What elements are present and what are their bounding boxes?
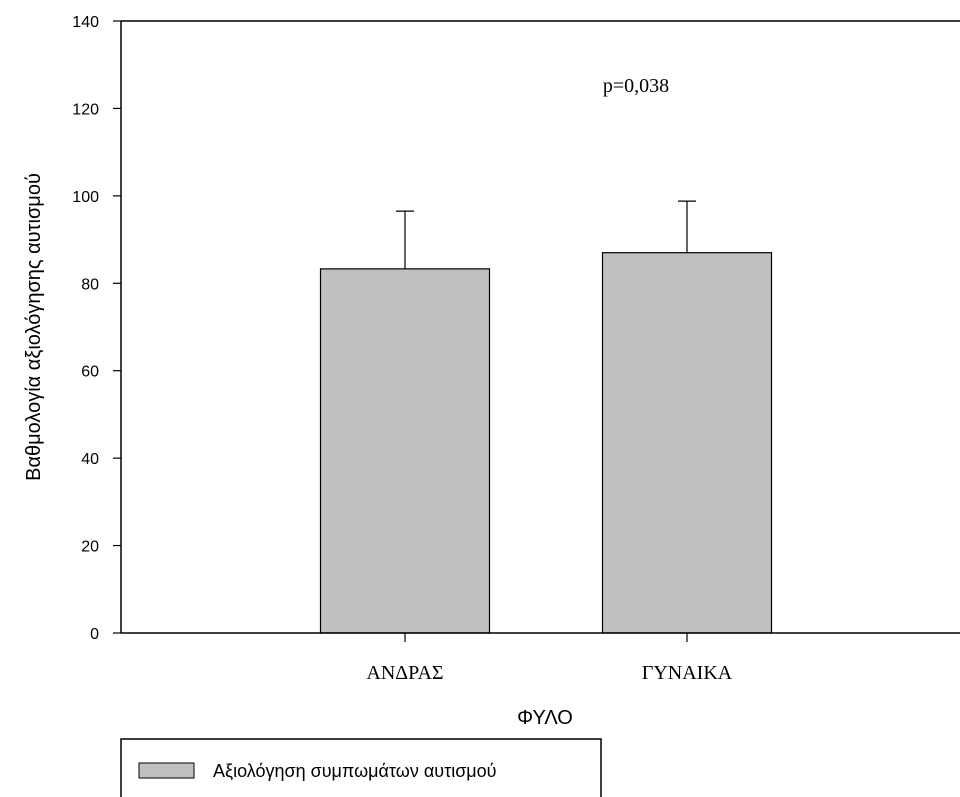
y-axis-ticks: 0 20 40 60 80 100 120 140	[72, 14, 121, 643]
y-tick-label: 0	[90, 626, 99, 643]
legend: Αξιολόγηση συμπωμάτων αυτισμού	[120, 738, 602, 797]
y-axis-title: Βαθμολογία αξιολόγησης αυτισμού	[23, 173, 45, 481]
x-axis-ticks: ΑΝΔΡΑΣ ΓΥΝΑΙΚΑ	[366, 633, 733, 684]
x-tick-label: ΑΝΔΡΑΣ	[366, 662, 443, 684]
bar	[319, 268, 491, 634]
y-tick-label: 40	[81, 451, 99, 468]
x-tick-label: ΓΥΝΑΙΚΑ	[642, 662, 733, 684]
y-tick-label: 100	[72, 189, 99, 206]
y-tick-label: 60	[81, 364, 99, 381]
bars	[319, 252, 773, 634]
bar	[601, 252, 773, 634]
x-axis-title: ΦΥΛΟ	[517, 707, 573, 729]
y-tick-label: 120	[72, 101, 99, 118]
legend-label: Αξιολόγηση συμπωμάτων αυτισμού	[213, 761, 497, 781]
y-tick-label: 20	[81, 539, 99, 556]
legend-frame	[120, 738, 602, 797]
legend-swatch	[138, 762, 195, 779]
y-tick-label: 80	[81, 276, 99, 293]
error-bars	[396, 200, 696, 269]
p-value-annotation: p=0,038	[603, 75, 669, 97]
y-tick-label: 140	[72, 14, 99, 31]
